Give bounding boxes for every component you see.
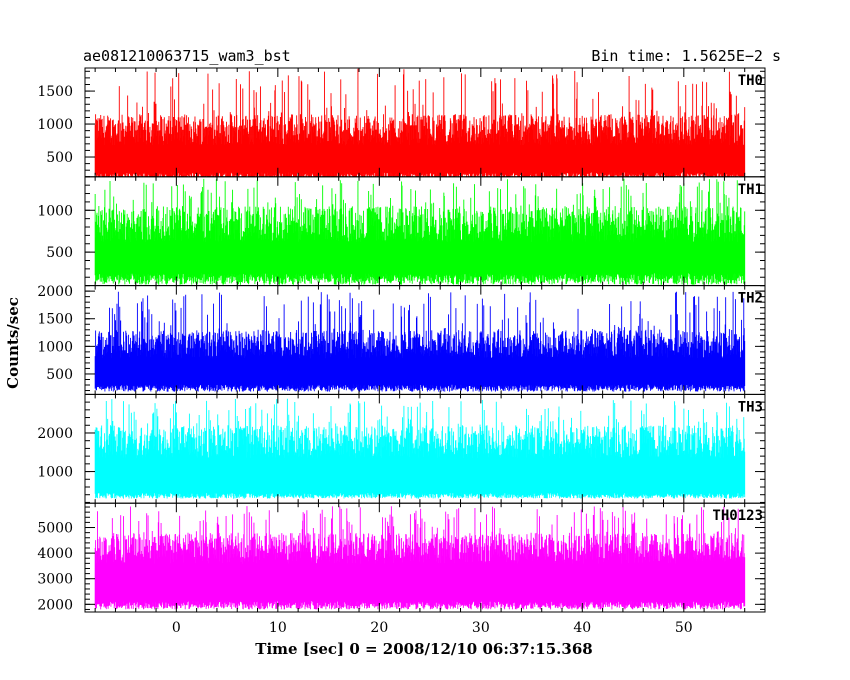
panel-th2: 500 1000 1500 2000 TH2 (37, 284, 766, 395)
x-axis-label: Time [sec] 0 = 2008/12/10 06:37:15.368 (255, 640, 592, 658)
y-tick-label: 1000 (37, 117, 73, 133)
panel-th0: 500 1000 1500 TH0 (37, 67, 766, 178)
series-th0 (94, 68, 746, 177)
panel-label: TH1 (738, 182, 763, 198)
panel-th3: 1000 2000 TH3 (37, 393, 766, 504)
x-tick-label: 30 (472, 620, 490, 636)
y-tick-label: 1500 (37, 312, 73, 328)
y-tick-label: 3000 (37, 572, 73, 588)
bin-time-label: Bin time: 1.5625E−2 s (591, 47, 781, 65)
panel-label: TH3 (738, 399, 763, 415)
y-tick-label: 2000 (37, 284, 73, 300)
panel-label: TH2 (738, 291, 763, 307)
panel-th0123: 2000 3000 4000 5000 TH0123 (37, 502, 766, 613)
y-tick-label: 1000 (37, 203, 73, 219)
series-th0123 (94, 506, 746, 610)
y-tick-label: 2000 (37, 597, 73, 613)
x-tick-label: 10 (269, 620, 287, 636)
y-tick-label: 500 (46, 367, 73, 383)
x-tick-label: 40 (573, 620, 591, 636)
panel-label: TH0123 (712, 508, 763, 524)
panel-label: TH0 (738, 73, 763, 89)
y-tick-label: 1500 (37, 84, 73, 100)
plot-title: ae081210063715_wam3_bst (83, 47, 291, 65)
series-th1 (94, 178, 746, 285)
y-axis-label: Counts/sec (4, 297, 22, 389)
series-th2 (94, 291, 746, 392)
y-tick-label: 5000 (37, 521, 73, 537)
series-th3 (94, 398, 746, 499)
y-tick-label: 500 (46, 150, 73, 166)
panel-frame (84, 502, 766, 613)
y-tick-label: 1000 (37, 339, 73, 355)
y-tick-label: 1000 (37, 465, 73, 481)
y-tick-label: 500 (46, 245, 73, 261)
y-tick-label: 2000 (37, 426, 73, 442)
panel-th1: 500 1000 TH1 (37, 176, 766, 287)
x-tick-label: 50 (675, 620, 693, 636)
y-tick-label: 4000 (37, 546, 73, 562)
x-tick-label: 20 (370, 620, 388, 636)
x-tick-label: 0 (172, 620, 181, 636)
